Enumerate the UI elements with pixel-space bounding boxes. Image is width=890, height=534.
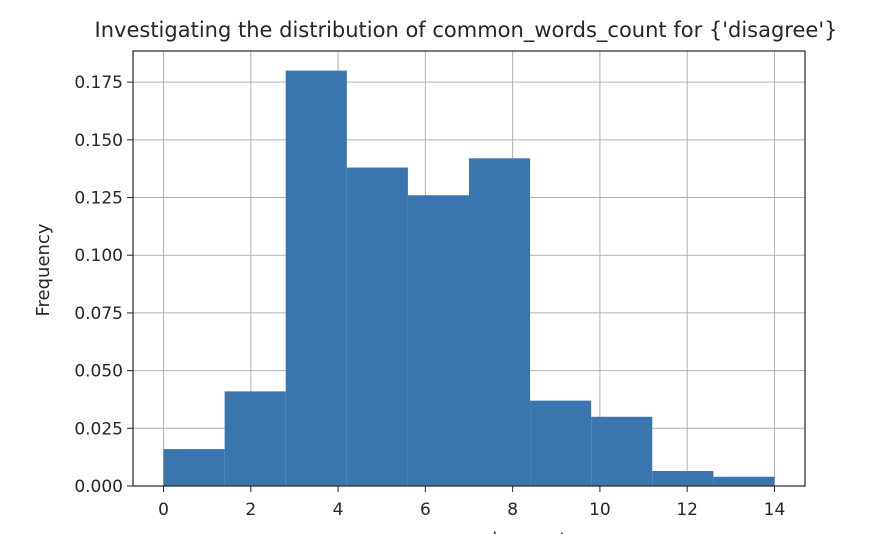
x-tick-label: 8: [507, 500, 518, 520]
histogram-bar: [469, 158, 531, 487]
x-tick-label: 10: [589, 500, 611, 520]
y-tick-label: 0.025: [74, 419, 123, 439]
x-tick-label: 0: [158, 500, 169, 520]
y-tick-label: 0.050: [74, 362, 123, 382]
x-tick-label: 4: [333, 500, 344, 520]
chart-title: Investigating the distribution of common…: [95, 18, 838, 43]
y-tick-label: 0.100: [74, 246, 123, 266]
histogram-bar: [591, 416, 653, 486]
histogram-bar: [713, 476, 775, 486]
y-tick-label: 0.150: [74, 131, 123, 151]
x-tick-label: 14: [764, 500, 786, 520]
x-tick-label: 2: [245, 500, 256, 520]
x-tick-label: 12: [676, 500, 698, 520]
y-tick-label: 0.125: [74, 189, 123, 209]
y-axis-ticks: 0.000 0.025 0.050 0.075 0.100 0.125 0.150 0.175: [74, 73, 133, 497]
plot-frame: [132, 50, 806, 487]
histogram-bar: [224, 391, 286, 486]
histogram-bar: [346, 167, 408, 487]
y-tick-label: 0.000: [74, 477, 123, 497]
histogram-bar: [163, 449, 225, 486]
histogram-bar: [407, 195, 469, 486]
histogram-bar: [530, 400, 592, 486]
histogram-bar: [285, 70, 347, 486]
bars: [163, 70, 775, 487]
y-tick-label: 0.175: [74, 73, 123, 93]
histogram-bar: [652, 471, 714, 486]
x-tick-label: 6: [420, 500, 431, 520]
y-tick-label: 0.075: [74, 304, 123, 324]
x-axis-label: common_words_count: [366, 529, 567, 534]
x-axis-ticks: 0 2 4 6 8 10 12 14: [158, 486, 785, 520]
y-axis-label: Frequency: [33, 223, 54, 316]
